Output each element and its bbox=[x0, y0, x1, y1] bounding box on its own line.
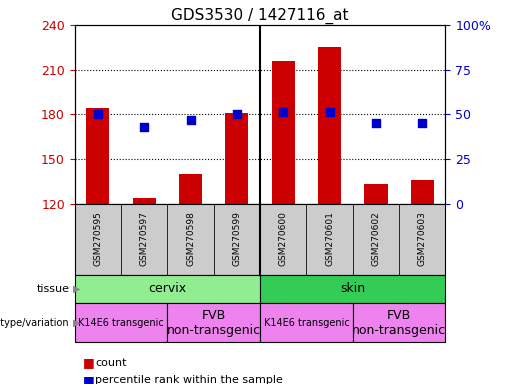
Bar bbox=[179, 174, 202, 204]
Text: GSM270595: GSM270595 bbox=[93, 212, 102, 266]
Text: skin: skin bbox=[340, 283, 365, 295]
Text: count: count bbox=[95, 358, 127, 368]
Text: ▶: ▶ bbox=[73, 284, 81, 294]
Text: FVB
non-transgenic: FVB non-transgenic bbox=[167, 309, 261, 336]
Point bbox=[279, 109, 287, 116]
Text: GSM270599: GSM270599 bbox=[232, 212, 242, 266]
Bar bbox=[364, 184, 387, 204]
Text: GSM270598: GSM270598 bbox=[186, 212, 195, 266]
Text: GSM270597: GSM270597 bbox=[140, 212, 149, 266]
Text: FVB
non-transgenic: FVB non-transgenic bbox=[352, 309, 446, 336]
Text: ▶: ▶ bbox=[73, 318, 81, 328]
Text: tissue: tissue bbox=[37, 284, 70, 294]
Bar bbox=[318, 47, 341, 204]
Point bbox=[186, 116, 195, 122]
Point bbox=[233, 111, 241, 118]
Text: cervix: cervix bbox=[148, 283, 186, 295]
Text: genotype/variation: genotype/variation bbox=[0, 318, 70, 328]
Point bbox=[418, 120, 426, 126]
Bar bbox=[272, 61, 295, 204]
Point bbox=[140, 124, 148, 130]
Text: GSM270603: GSM270603 bbox=[418, 212, 427, 266]
Title: GDS3530 / 1427116_at: GDS3530 / 1427116_at bbox=[171, 7, 349, 23]
Point bbox=[94, 111, 102, 118]
Text: GSM270600: GSM270600 bbox=[279, 212, 288, 266]
Point bbox=[372, 120, 380, 126]
Text: ■: ■ bbox=[82, 356, 94, 369]
Text: K14E6 transgenic: K14E6 transgenic bbox=[264, 318, 349, 328]
Bar bbox=[86, 108, 109, 204]
Text: ■: ■ bbox=[82, 374, 94, 384]
Text: GSM270602: GSM270602 bbox=[371, 212, 381, 266]
Bar bbox=[226, 113, 248, 204]
Text: percentile rank within the sample: percentile rank within the sample bbox=[95, 375, 283, 384]
Text: GSM270601: GSM270601 bbox=[325, 212, 334, 266]
Bar bbox=[410, 180, 434, 204]
Text: K14E6 transgenic: K14E6 transgenic bbox=[78, 318, 164, 328]
Point bbox=[325, 109, 334, 116]
Bar bbox=[133, 198, 156, 204]
